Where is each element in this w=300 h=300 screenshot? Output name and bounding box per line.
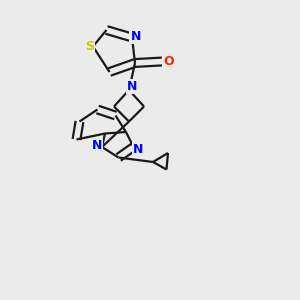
Text: N: N <box>127 80 137 93</box>
Text: O: O <box>163 55 174 68</box>
Text: N: N <box>130 29 141 43</box>
Text: N: N <box>133 143 143 156</box>
Text: S: S <box>85 40 94 53</box>
Text: N: N <box>92 139 102 152</box>
